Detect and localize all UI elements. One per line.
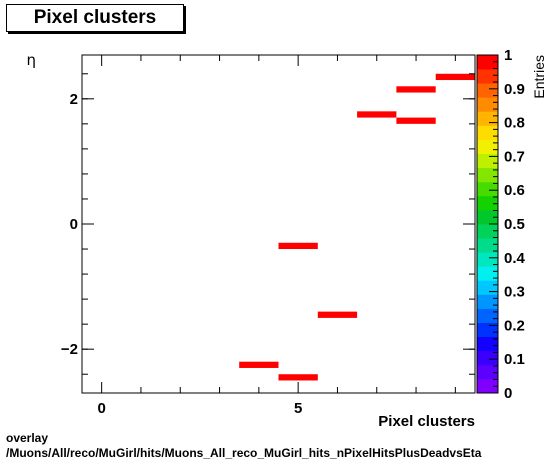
color-bar-segment	[477, 83, 498, 98]
chart-title: Pixel clusters	[6, 4, 184, 32]
heatmap-cell	[357, 111, 397, 118]
heatmap-cell	[396, 117, 436, 124]
color-bar-segment	[477, 69, 498, 84]
heatmap-cell	[278, 242, 318, 250]
color-bar-segment	[477, 378, 498, 394]
y-tick-label: 0	[70, 216, 78, 233]
x-tick-label: 0	[97, 400, 105, 417]
color-bar-segment	[477, 55, 498, 70]
footer-line-overlay: overlay	[6, 431, 49, 445]
color-bar-tick-label: 0.7	[504, 148, 525, 165]
color-bar-tick-label: 0.2	[504, 317, 525, 334]
color-bar-segment	[477, 336, 498, 352]
color-bar-segment	[477, 252, 498, 267]
color-bar-tick-label: 0.9	[504, 81, 525, 98]
y-tick-label: −2	[61, 341, 78, 358]
color-bar-segment	[477, 238, 498, 253]
y-axis: −2 0 2	[61, 73, 475, 375]
heatmap-cell	[239, 361, 279, 368]
color-bar-tick-label: 0.3	[504, 284, 525, 301]
color-bar-segment	[477, 322, 498, 338]
color-bar-segment	[477, 350, 498, 366]
footer-line-path: /Muons/All/reco/MuGirl/hits/Muons_All_re…	[6, 446, 482, 460]
color-bar-segment	[477, 364, 498, 380]
heatmap-cell	[278, 374, 318, 381]
y-tick-label: 2	[70, 91, 78, 108]
color-bar-segment	[477, 224, 498, 239]
color-bar-segment	[477, 153, 498, 169]
color-bar-tick-label: 0.5	[504, 216, 525, 233]
color-bar-segment	[477, 111, 498, 126]
color-bar-segment	[477, 266, 498, 281]
heatmap-cells	[239, 73, 475, 381]
color-bar-segment	[477, 97, 498, 112]
color-bar-segment	[477, 139, 498, 154]
x-axis-label: Pixel clusters	[378, 413, 475, 430]
color-bar-segment	[477, 294, 498, 309]
color-bar-tick-label: 0.4	[504, 250, 526, 267]
x-tick-label: 5	[294, 400, 302, 417]
heatmap-cell	[317, 311, 358, 318]
heatmap-cell	[396, 86, 436, 93]
color-bar-tick-label: 0.1	[504, 351, 525, 368]
color-bar-tick-label: 0	[504, 385, 512, 402]
color-bar-tick-label: 1	[504, 47, 512, 64]
color-bar-segment	[477, 308, 498, 323]
color-bar-segment	[477, 280, 498, 295]
color-bar: 0 0.1 0.2 0.3 0.4 0.5 0.6 0.7 0.8 0.9 1	[476, 47, 526, 402]
color-bar-segment	[477, 167, 498, 183]
color-bar-segment	[477, 195, 498, 211]
color-bar-tick-label: 0.6	[504, 182, 525, 199]
heatmap-cell	[435, 73, 475, 81]
color-bar-segment	[477, 181, 498, 197]
y-axis-label: η	[26, 51, 36, 69]
color-bar-tick-label: 0.8	[504, 115, 525, 132]
color-bar-segment	[477, 209, 498, 225]
plot-frame	[81, 54, 476, 394]
color-bar-label: Entries	[531, 55, 546, 99]
color-bar-segment	[477, 125, 498, 140]
